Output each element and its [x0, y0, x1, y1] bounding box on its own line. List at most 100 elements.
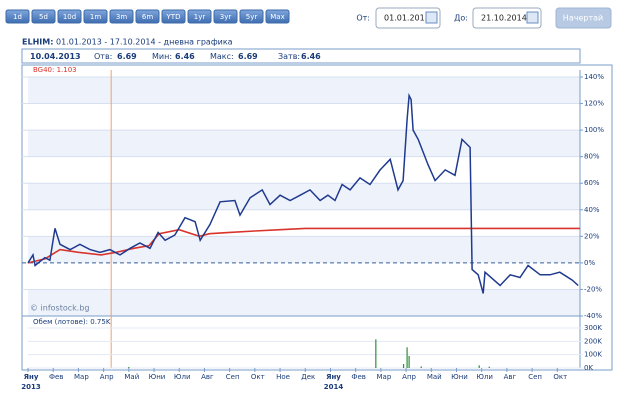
x-year-label: 2013 [21, 383, 41, 391]
chart-frame [21, 64, 613, 371]
x-tick-label: Авг [201, 373, 214, 381]
period-button[interactable] [5, 9, 30, 24]
to-label: До: [454, 14, 468, 23]
period-label: 5d [39, 13, 48, 21]
info-date: 10.04.2013 [30, 52, 81, 61]
volume-bar [478, 365, 480, 368]
volume-bar [488, 366, 490, 368]
x-tick-label: Апр [100, 373, 114, 381]
series-line [27, 227, 580, 264]
band [28, 130, 580, 157]
period-label: 5yr [246, 13, 258, 21]
period-button[interactable] [31, 9, 56, 24]
period-button[interactable] [265, 9, 290, 24]
info-label: Затв: [278, 52, 300, 61]
volume-bar [408, 356, 410, 368]
period-button[interactable] [83, 9, 108, 24]
x-tick-label: Фев [49, 373, 63, 381]
x-tick-label: Сеп [226, 373, 240, 381]
x-tick-label: Дек [301, 373, 315, 381]
period-label: 1d [13, 13, 22, 21]
y-tick-label: 80% [584, 153, 600, 161]
period-label: 6m [142, 13, 153, 21]
x-tick-label: Мар [376, 373, 391, 381]
from-value: 01.01.2013 [384, 14, 430, 23]
period-label: 10d [63, 13, 76, 21]
info-box [21, 48, 581, 64]
calendar-icon[interactable] [526, 11, 539, 24]
series-line [27, 92, 579, 294]
from-input[interactable] [375, 7, 441, 29]
period-button[interactable] [187, 9, 212, 24]
y-tick-label: 60% [584, 179, 600, 187]
x-tick-label: Май [124, 373, 139, 381]
x-tick-label: Окт [553, 373, 567, 381]
calendar-icon[interactable] [425, 11, 438, 24]
info-value: 6.46 [301, 52, 321, 61]
period-label: Max [270, 13, 284, 21]
to-input[interactable] [472, 7, 542, 29]
volume-bar [128, 366, 130, 368]
volume-tick-label: 100K [584, 351, 602, 359]
info-line: 10.04.2013 Отв: 6.69 Мин: 6.46 Макс: 6.69 Затв:… [30, 52, 321, 61]
band [28, 236, 580, 263]
volume-bar [402, 364, 405, 368]
period-label: 1yr [194, 13, 206, 21]
x-tick-label: Фев [351, 373, 365, 381]
toolbar: 1d 5d 10d 1m 3m 6m YTD 1yr 3yr 5yr Max [5, 9, 290, 24]
plot: -40% -20% 0% 20% 40% 60% 80% 100% 120% 140% BG40: … [21, 66, 604, 391]
period-button[interactable] [161, 9, 186, 24]
y-tick-label: 40% [584, 206, 600, 214]
x-tick-label: Сеп [528, 373, 542, 381]
info-label: Отв: [94, 52, 112, 61]
y-tick-label: 20% [584, 232, 600, 240]
from-label: От: [356, 14, 370, 23]
to-value: 21.10.2014 [481, 14, 527, 23]
x-tick-label: Юни [149, 373, 166, 381]
x-tick-label: Ное [276, 373, 290, 381]
x-tick-label: Мар [74, 373, 89, 381]
x-tick-label: Яну [24, 373, 39, 381]
x-tick-label: Окт [251, 373, 265, 381]
x-tick-label: Юни [451, 373, 468, 381]
volume-bar [375, 339, 377, 368]
band [28, 77, 580, 104]
volume-bar [420, 366, 422, 368]
info-label: Макс: [210, 52, 234, 61]
y-tick-label: -20% [584, 285, 602, 293]
period-button[interactable] [213, 9, 238, 24]
period-label: 3yr [220, 13, 232, 21]
watermark: © infostock.bg [30, 304, 89, 313]
volume-tick-label: 300K [584, 324, 602, 332]
info-value: 6.69 [238, 52, 258, 61]
y-tick-label: -40% [584, 312, 602, 320]
x-tick-label: Апр [402, 373, 416, 381]
period-label: 3m [116, 13, 127, 21]
chart-title: ELHIM: [22, 38, 53, 47]
period-button[interactable] [239, 9, 264, 24]
volume-label: Обем (лотове): 0.75K [33, 318, 111, 326]
volume-tick-label: 200K [584, 337, 602, 345]
volume-bar [406, 347, 408, 368]
period-label: 1m [90, 13, 101, 21]
info-value: 6.46 [175, 52, 195, 61]
band [28, 183, 580, 210]
chart-subtitle: 01.01.2013 - 17.10.2014 - дневна графика [56, 38, 233, 47]
x-tick-label: Май [427, 373, 442, 381]
info-value: 6.69 [117, 52, 137, 61]
y-tick-label: 120% [584, 100, 604, 108]
draw-button[interactable] [555, 7, 612, 29]
y-tick-label: 140% [584, 73, 604, 81]
period-button[interactable] [57, 9, 82, 24]
x-tick-label: Юли [476, 373, 493, 381]
band [28, 289, 580, 316]
period-button[interactable] [109, 9, 134, 24]
draw-button-label: Начертай [563, 14, 603, 23]
info-label: Мин: [152, 52, 172, 61]
y-tick-label: 100% [584, 126, 604, 134]
period-button[interactable] [135, 9, 160, 24]
x-tick-label: Яну [326, 373, 341, 381]
volume-tick-label: 0K [584, 364, 593, 372]
x-tick-label: Авг [504, 373, 517, 381]
